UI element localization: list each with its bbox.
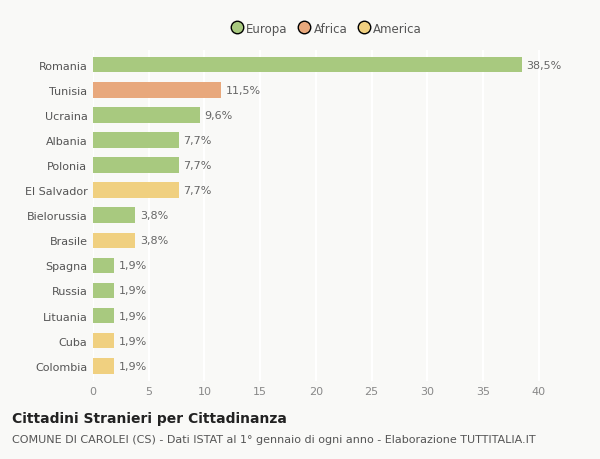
Bar [93, 158, 179, 174]
Text: 38,5%: 38,5% [526, 61, 562, 71]
Text: 3,8%: 3,8% [140, 211, 168, 221]
Text: 3,8%: 3,8% [140, 236, 168, 246]
Text: 7,7%: 7,7% [183, 186, 212, 196]
Bar [93, 258, 114, 274]
Bar [93, 183, 179, 198]
Bar [93, 283, 114, 299]
Bar [93, 233, 136, 248]
Bar [93, 333, 114, 349]
Text: 7,7%: 7,7% [183, 161, 212, 171]
Text: 11,5%: 11,5% [226, 85, 261, 95]
Text: 1,9%: 1,9% [119, 311, 147, 321]
Text: Cittadini Stranieri per Cittadinanza: Cittadini Stranieri per Cittadinanza [12, 411, 287, 425]
Bar [93, 108, 200, 123]
Text: 1,9%: 1,9% [119, 286, 147, 296]
Text: 1,9%: 1,9% [119, 261, 147, 271]
Text: 7,7%: 7,7% [183, 135, 212, 146]
Bar [93, 308, 114, 324]
Text: COMUNE DI CAROLEI (CS) - Dati ISTAT al 1° gennaio di ogni anno - Elaborazione TU: COMUNE DI CAROLEI (CS) - Dati ISTAT al 1… [12, 434, 536, 444]
Bar [93, 133, 179, 148]
Text: 9,6%: 9,6% [205, 111, 233, 121]
Text: 1,9%: 1,9% [119, 336, 147, 346]
Text: 1,9%: 1,9% [119, 361, 147, 371]
Bar [93, 358, 114, 374]
Bar [93, 58, 522, 73]
Bar [93, 83, 221, 98]
Legend: Europa, Africa, America: Europa, Africa, America [227, 18, 427, 41]
Bar [93, 208, 136, 224]
